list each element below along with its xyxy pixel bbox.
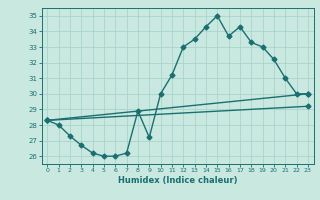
X-axis label: Humidex (Indice chaleur): Humidex (Indice chaleur) bbox=[118, 176, 237, 185]
